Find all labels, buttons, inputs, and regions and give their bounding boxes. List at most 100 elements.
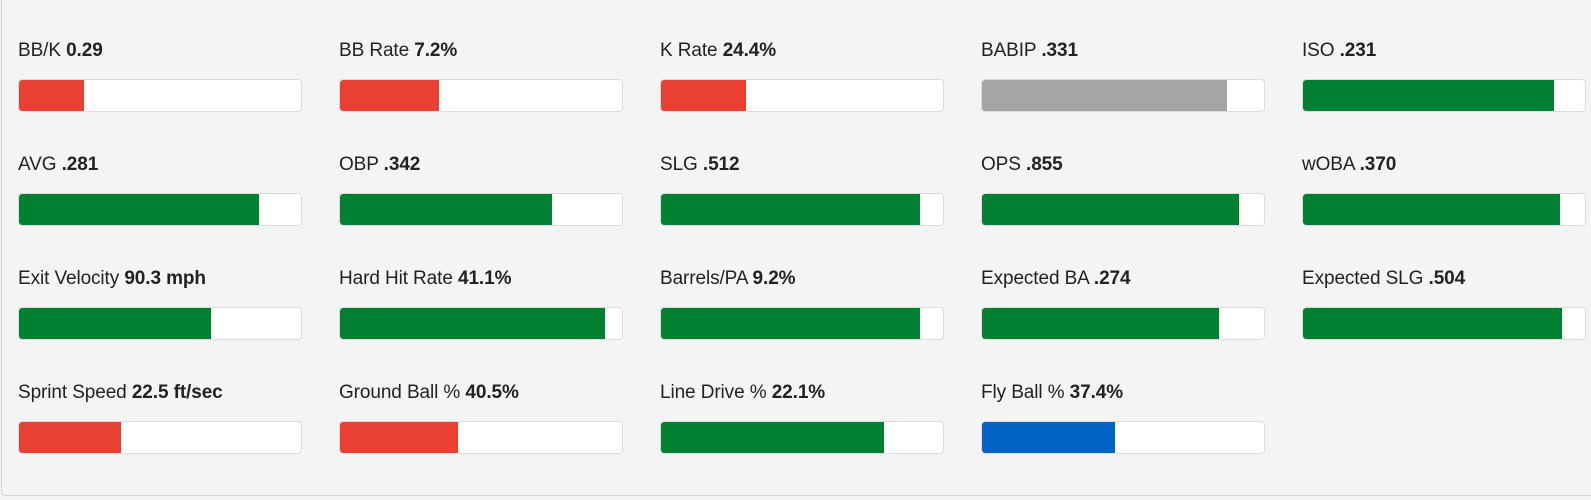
- stat-bar-fill: [982, 194, 1239, 225]
- stat-name: Barrels/PA: [660, 268, 748, 289]
- stat-name: Line Drive %: [660, 382, 767, 403]
- stat-bar: [1302, 193, 1586, 226]
- stat-value: 90.3 mph: [124, 268, 206, 289]
- stat-name: wOBA: [1302, 154, 1355, 175]
- stat-value: .231: [1339, 40, 1377, 61]
- stat-bar-fill: [19, 308, 211, 339]
- stat-bar-fill: [1303, 194, 1560, 225]
- stat-bar-fill: [661, 194, 921, 225]
- stat-label: Expected BA .274: [981, 267, 1265, 291]
- stat-name: SLG: [660, 154, 698, 175]
- stat-bar: [339, 193, 623, 226]
- stat-name: BB Rate: [339, 40, 410, 61]
- stat-value: 40.5%: [465, 382, 519, 403]
- stat-value: .512: [702, 154, 740, 175]
- stat-iso: ISO .231: [1302, 39, 1586, 153]
- stat-slg: SLG .512: [660, 153, 944, 267]
- stat-bar-fill: [1303, 308, 1563, 339]
- stat-k-rate: K Rate 24.4%: [660, 39, 944, 153]
- stat-avg: AVG .281: [18, 153, 302, 267]
- stat-bar-fill: [982, 308, 1219, 339]
- stat-value: .370: [1359, 154, 1397, 175]
- stat-label: Exit Velocity 90.3 mph: [18, 267, 302, 291]
- stat-ops: OPS .855: [981, 153, 1265, 267]
- stat-name: Ground Ball %: [339, 382, 461, 403]
- stat-name: Expected BA: [981, 268, 1089, 289]
- stat-value: .855: [1026, 154, 1063, 175]
- stat-bar-fill: [1303, 80, 1554, 111]
- stat-obp: OBP .342: [339, 153, 623, 267]
- stat-woba: wOBA .370: [1302, 153, 1586, 267]
- stat-bar-fill: [982, 422, 1115, 453]
- stat-label: Hard Hit Rate 41.1%: [339, 267, 623, 291]
- stat-name: BABIP: [981, 40, 1037, 61]
- stat-label: Ground Ball % 40.5%: [339, 381, 623, 405]
- stat-bar: [1302, 307, 1586, 340]
- stat-value: 7.2%: [414, 40, 458, 61]
- stat-bar-fill: [661, 80, 746, 111]
- stat-name: Hard Hit Rate: [339, 268, 453, 289]
- stat-name: K Rate: [660, 40, 718, 61]
- stat-bar-fill: [340, 80, 439, 111]
- stat-bb-k: BB/K 0.29: [18, 39, 302, 153]
- stat-bar: [981, 421, 1265, 454]
- stat-exit-velocity: Exit Velocity 90.3 mph: [18, 267, 302, 381]
- stat-value: 9.2%: [752, 268, 796, 289]
- stat-label: wOBA .370: [1302, 153, 1586, 177]
- stat-bar: [660, 79, 944, 112]
- stat-babip: BABIP .331: [981, 39, 1265, 153]
- stat-bar: [18, 193, 302, 226]
- stat-name: Fly Ball %: [981, 382, 1065, 403]
- stat-bar-fill: [661, 422, 884, 453]
- stat-bar: [339, 79, 623, 112]
- stat-sprint-speed: Sprint Speed 22.5 ft/sec: [18, 381, 302, 495]
- stat-bar: [981, 307, 1265, 340]
- stat-fly-ball: Fly Ball % 37.4%: [981, 381, 1265, 495]
- stat-bar: [660, 193, 944, 226]
- stat-value: 41.1%: [457, 268, 512, 289]
- stat-line-drive: Line Drive % 22.1%: [660, 381, 944, 495]
- stat-label: K Rate 24.4%: [660, 39, 944, 63]
- stat-bar-fill: [661, 308, 921, 339]
- stat-label: SLG .512: [660, 153, 944, 177]
- stat-expected-slg: Expected SLG .504: [1302, 267, 1586, 381]
- stat-name: Expected SLG: [1302, 268, 1424, 289]
- stat-name: OPS: [981, 154, 1021, 175]
- stat-bar: [18, 307, 302, 340]
- stat-label: Expected SLG .504: [1302, 267, 1586, 291]
- stat-bar: [981, 193, 1265, 226]
- stat-name: AVG: [18, 154, 57, 175]
- stat-bb-rate: BB Rate 7.2%: [339, 39, 623, 153]
- stat-bar: [339, 307, 623, 340]
- stat-label: OPS .855: [981, 153, 1265, 177]
- stat-label: Sprint Speed 22.5 ft/sec: [18, 381, 302, 405]
- stats-grid: BB/K 0.29 BB Rate 7.2% K Rate 24.4% BABI…: [18, 39, 1586, 495]
- stat-label: BABIP .331: [981, 39, 1265, 63]
- stat-label: OBP .342: [339, 153, 623, 177]
- stat-label: BB Rate 7.2%: [339, 39, 623, 63]
- stat-name: Sprint Speed: [18, 382, 127, 403]
- stat-ground-ball: Ground Ball % 40.5%: [339, 381, 623, 495]
- stat-bar-fill: [340, 422, 459, 453]
- stat-bar: [660, 421, 944, 454]
- stat-bar: [18, 421, 302, 454]
- stat-bar-fill: [982, 80, 1228, 111]
- stat-bar-fill: [19, 80, 84, 111]
- stat-value: .281: [61, 154, 99, 175]
- stat-bar: [339, 421, 623, 454]
- stat-name: OBP: [339, 154, 379, 175]
- stat-name: ISO: [1302, 40, 1335, 61]
- stat-value: 22.5 ft/sec: [131, 382, 223, 403]
- stat-bar-fill: [19, 422, 121, 453]
- stat-bar: [18, 79, 302, 112]
- stat-bar: [660, 307, 944, 340]
- stat-value: 0.29: [66, 40, 103, 61]
- stat-label: Line Drive % 22.1%: [660, 381, 944, 405]
- stat-label: ISO .231: [1302, 39, 1586, 63]
- stat-value: .331: [1041, 40, 1078, 61]
- stat-label: Barrels/PA 9.2%: [660, 267, 944, 291]
- stat-bar-fill: [340, 194, 552, 225]
- stat-value: 37.4%: [1069, 382, 1124, 403]
- stat-label: AVG .281: [18, 153, 302, 177]
